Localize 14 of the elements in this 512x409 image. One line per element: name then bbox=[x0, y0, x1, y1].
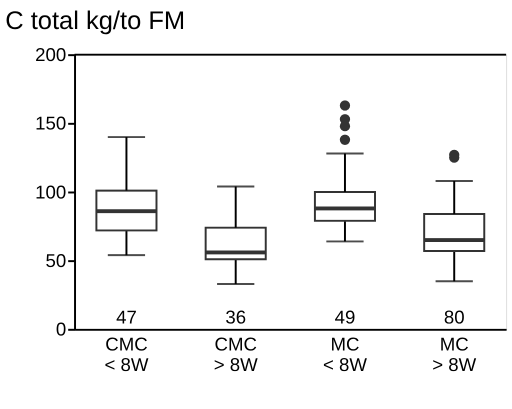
y-tick-label: 200 bbox=[35, 44, 66, 66]
chart-title: C total kg/to FM bbox=[5, 7, 186, 36]
annotation: 80 bbox=[444, 306, 465, 328]
y-tick-label: 100 bbox=[35, 181, 66, 202]
annotation: 49 bbox=[334, 306, 356, 328]
x-tick-label: CMC > 8W bbox=[214, 333, 258, 375]
x-tick-label: MC < 8W bbox=[322, 333, 368, 375]
x-tick-label: CMC < 8W bbox=[104, 333, 149, 375]
y-tick-label: 0 bbox=[56, 318, 66, 340]
y-tick-label: 50 bbox=[45, 250, 66, 272]
x-tick-label: MC > 8W bbox=[432, 333, 477, 375]
annotation: 36 bbox=[225, 306, 246, 328]
y-tick-label: 150 bbox=[35, 112, 66, 134]
annotation: 47 bbox=[116, 306, 137, 328]
